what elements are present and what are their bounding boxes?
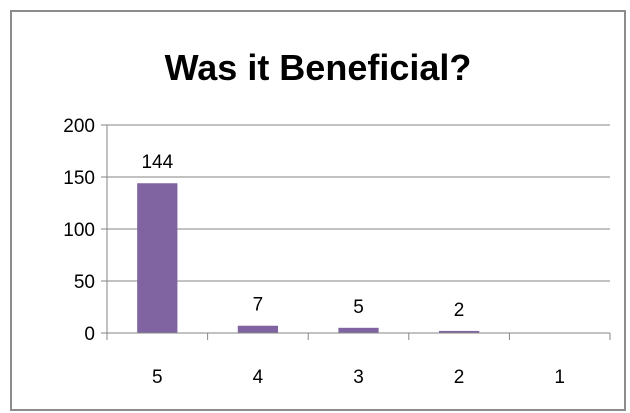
bars bbox=[137, 183, 480, 333]
x-tick-label: 5 bbox=[152, 367, 163, 388]
x-tick-labels: 5 4 3 2 1 bbox=[152, 367, 565, 388]
data-label-5: 144 bbox=[141, 152, 173, 173]
bar-2 bbox=[438, 330, 480, 333]
gridlines bbox=[107, 124, 610, 282]
bar-5 bbox=[137, 183, 178, 333]
y-tick-label: 0 bbox=[84, 324, 95, 345]
data-label-2: 2 bbox=[454, 300, 465, 321]
chart-frame bbox=[10, 10, 626, 411]
y-tick-label: 150 bbox=[63, 168, 95, 189]
y-tick-labels: 0 50 100 150 200 bbox=[63, 116, 95, 345]
data-labels: 144 7 5 2 bbox=[141, 152, 464, 321]
data-label-3: 5 bbox=[353, 297, 364, 318]
bar-4 bbox=[237, 325, 279, 333]
axes bbox=[101, 124, 611, 340]
y-tick-label: 50 bbox=[74, 272, 95, 293]
y-tick-label: 200 bbox=[63, 116, 95, 137]
x-tick-label: 4 bbox=[253, 367, 264, 388]
chart-title: Was it Beneficial? bbox=[165, 47, 472, 88]
data-label-4: 7 bbox=[253, 295, 264, 316]
y-tick-label: 100 bbox=[63, 220, 95, 241]
x-tick-label: 1 bbox=[554, 367, 565, 388]
x-tick-label: 3 bbox=[353, 367, 364, 388]
x-tick-label: 2 bbox=[454, 367, 465, 388]
bar-3 bbox=[338, 327, 379, 333]
